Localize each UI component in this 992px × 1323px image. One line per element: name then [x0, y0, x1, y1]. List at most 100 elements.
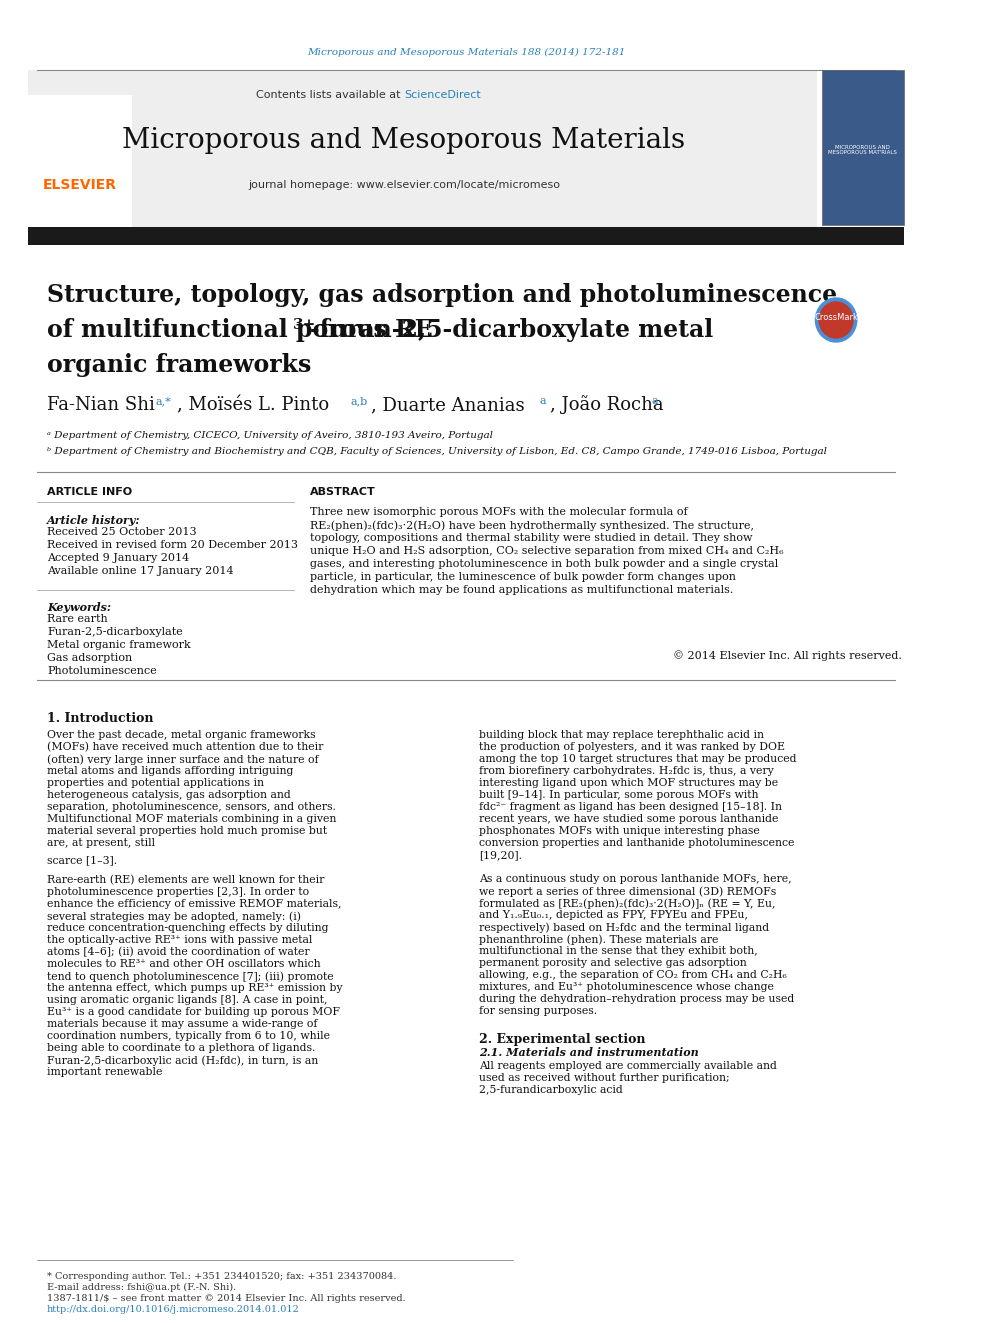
Text: Microporous and Mesoporous Materials 188 (2014) 172-181: Microporous and Mesoporous Materials 188… [307, 48, 625, 57]
Text: 3+: 3+ [293, 318, 316, 332]
Text: built [9–14]. In particular, some porous MOFs with: built [9–14]. In particular, some porous… [479, 790, 759, 800]
Text: ᵇ Department of Chemistry and Biochemistry and CQB, Faculty of Sciences, Univers: ᵇ Department of Chemistry and Biochemist… [47, 447, 827, 456]
Text: 2.1. Materials and instrumentation: 2.1. Materials and instrumentation [479, 1046, 699, 1058]
Text: the production of polyesters, and it was ranked by DOE: the production of polyesters, and it was… [479, 742, 785, 751]
Text: ARTICLE INFO: ARTICLE INFO [47, 487, 132, 497]
Text: ABSTRACT: ABSTRACT [310, 487, 376, 497]
Text: heterogeneous catalysis, gas adsorption and: heterogeneous catalysis, gas adsorption … [47, 790, 291, 800]
Text: being able to coordinate to a plethora of ligands.: being able to coordinate to a plethora o… [47, 1043, 315, 1053]
Text: (often) very large inner surface and the nature of: (often) very large inner surface and the… [47, 754, 318, 765]
Text: the optically-active RE³⁺ ions with passive metal: the optically-active RE³⁺ ions with pass… [47, 935, 312, 945]
Text: Structure, topology, gas adsorption and photoluminescence: Structure, topology, gas adsorption and … [47, 283, 837, 307]
Text: metal atoms and ligands affording intriguing: metal atoms and ligands affording intrig… [47, 766, 294, 777]
Text: scarce [1–3].: scarce [1–3]. [47, 855, 117, 865]
FancyBboxPatch shape [28, 228, 904, 245]
Text: from biorefinery carbohydrates. H₂fdc is, thus, a very: from biorefinery carbohydrates. H₂fdc is… [479, 766, 774, 777]
Text: http://dx.doi.org/10.1016/j.micromeso.2014.01.012: http://dx.doi.org/10.1016/j.micromeso.20… [47, 1304, 300, 1314]
Text: Metal organic framework: Metal organic framework [47, 640, 190, 650]
Text: are, at present, still: are, at present, still [47, 837, 155, 848]
Text: Photoluminescence: Photoluminescence [47, 665, 157, 676]
Text: Received in revised form 20 December 2013: Received in revised form 20 December 201… [47, 540, 298, 550]
Text: E-mail address: fshi@ua.pt (F.-N. Shi).: E-mail address: fshi@ua.pt (F.-N. Shi). [47, 1283, 236, 1293]
FancyBboxPatch shape [822, 70, 904, 225]
Text: Microporous and Mesoporous Materials: Microporous and Mesoporous Materials [122, 127, 685, 153]
Text: [19,20].: [19,20]. [479, 849, 522, 860]
Text: a: a [540, 396, 546, 406]
Text: material several properties hold much promise but: material several properties hold much pr… [47, 826, 327, 836]
Circle shape [815, 298, 857, 343]
Text: molecules to RE³⁺ and other OH oscillators which: molecules to RE³⁺ and other OH oscillato… [47, 959, 320, 968]
Text: ᵃ Department of Chemistry, CICECO, University of Aveiro, 3810-193 Aveiro, Portug: ᵃ Department of Chemistry, CICECO, Unive… [47, 430, 493, 439]
Text: a,*: a,* [155, 396, 171, 406]
Text: fdc²⁻ fragment as ligand has been designed [15–18]. In: fdc²⁻ fragment as ligand has been design… [479, 802, 782, 812]
Text: Received 25 October 2013: Received 25 October 2013 [47, 527, 196, 537]
Text: phosphonates MOFs with unique interesting phase: phosphonates MOFs with unique interestin… [479, 826, 760, 836]
Text: properties and potential applications in: properties and potential applications in [47, 778, 264, 789]
Text: during the dehydration–rehydration process may be used: during the dehydration–rehydration proce… [479, 994, 795, 1004]
Text: , João Rocha: , João Rocha [550, 396, 669, 414]
Text: Rare-earth (RE) elements are well known for their: Rare-earth (RE) elements are well known … [47, 875, 324, 885]
Text: phenanthroline (phen). These materials are: phenanthroline (phen). These materials a… [479, 934, 718, 945]
Text: Over the past decade, metal organic frameworks: Over the past decade, metal organic fram… [47, 730, 315, 740]
Text: building block that may replace terephthalic acid in: building block that may replace terephth… [479, 730, 764, 740]
Text: Multifunctional MOF materials combining in a given: Multifunctional MOF materials combining … [47, 814, 336, 824]
Text: photoluminescence properties [2,3]. In order to: photoluminescence properties [2,3]. In o… [47, 886, 310, 897]
Text: 1. Introduction: 1. Introduction [47, 712, 154, 725]
Text: Fa-Nian Shi: Fa-Nian Shi [47, 396, 161, 414]
Text: Eu³⁺ is a good candidate for building up porous MOF: Eu³⁺ is a good candidate for building up… [47, 1007, 340, 1017]
Text: Furan-2,5-dicarboxylic acid (H₂fdc), in turn, is an: Furan-2,5-dicarboxylic acid (H₂fdc), in … [47, 1054, 318, 1065]
Text: respectively) based on H₂fdc and the terminal ligand: respectively) based on H₂fdc and the ter… [479, 922, 769, 933]
Text: recent years, we have studied some porous lanthanide: recent years, we have studied some porou… [479, 814, 779, 824]
Text: we report a series of three dimensional (3D) REMOFs: we report a series of three dimensional … [479, 886, 777, 897]
Text: MICROPOROUS AND
MESOPOROUS MAT'RIALS: MICROPOROUS AND MESOPOROUS MAT'RIALS [828, 144, 897, 155]
Text: using aromatic organic ligands [8]. A case in point,: using aromatic organic ligands [8]. A ca… [47, 995, 327, 1005]
Text: Accepted 9 January 2014: Accepted 9 January 2014 [47, 553, 189, 564]
Text: Keywords:: Keywords: [47, 602, 111, 613]
Text: All reagents employed are commercially available and: All reagents employed are commercially a… [479, 1061, 777, 1072]
Text: conversion properties and lanthanide photoluminescence: conversion properties and lanthanide pho… [479, 837, 795, 848]
Text: coordination numbers, typically from 6 to 10, while: coordination numbers, typically from 6 t… [47, 1031, 330, 1041]
Text: CrossMark: CrossMark [814, 314, 858, 323]
Text: organic frameworks: organic frameworks [47, 353, 311, 377]
Text: the antenna effect, which pumps up RE³⁺ emission by: the antenna effect, which pumps up RE³⁺ … [47, 983, 342, 994]
Text: a,b: a,b [350, 396, 368, 406]
Text: * Corresponding author. Tel.: +351 234401520; fax: +351 234370084.: * Corresponding author. Tel.: +351 23440… [47, 1271, 397, 1281]
Text: formulated as [RE₂(phen)₂(fdc)₃·2(H₂O)]ₙ (RE = Y, Eu,: formulated as [RE₂(phen)₂(fdc)₃·2(H₂O)]ₙ… [479, 898, 776, 909]
Text: unique H₂O and H₂S adsorption, CO₂ selective separation from mixed CH₄ and C₂H₆: unique H₂O and H₂S adsorption, CO₂ selec… [310, 546, 784, 556]
Text: Contents lists available at: Contents lists available at [256, 90, 404, 101]
Text: permanent porosity and selective gas adsorption: permanent porosity and selective gas ads… [479, 958, 747, 968]
Text: enhance the efficiency of emissive REMOF materials,: enhance the efficiency of emissive REMOF… [47, 900, 341, 909]
Text: 2,5-furandicarboxylic acid: 2,5-furandicarboxylic acid [479, 1085, 623, 1095]
Text: materials because it may assume a wide-range of: materials because it may assume a wide-r… [47, 1019, 317, 1029]
Text: several strategies may be adopted, namely: (i): several strategies may be adopted, namel… [47, 912, 301, 922]
Text: ELSEVIER: ELSEVIER [43, 179, 117, 192]
Text: , Moïsés L. Pinto: , Moïsés L. Pinto [177, 396, 334, 414]
Text: journal homepage: www.elsevier.com/locate/micromeso: journal homepage: www.elsevier.com/locat… [248, 180, 559, 191]
Text: tend to quench photoluminescence [7]; (iii) promote: tend to quench photoluminescence [7]; (i… [47, 971, 333, 982]
Text: , Duarte Ananias: , Duarte Ananias [371, 396, 531, 414]
Text: and Y₁.₉Eu₀.₁, depicted as FPY, FPYEu and FPEu,: and Y₁.₉Eu₀.₁, depicted as FPY, FPYEu an… [479, 910, 748, 919]
Text: among the top 10 target structures that may be produced: among the top 10 target structures that … [479, 754, 797, 763]
Text: topology, compositions and thermal stability were studied in detail. They show: topology, compositions and thermal stabi… [310, 533, 753, 542]
Text: Rare earth: Rare earth [47, 614, 108, 624]
Text: interesting ligand upon which MOF structures may be: interesting ligand upon which MOF struct… [479, 778, 779, 789]
Text: allowing, e.g., the separation of CO₂ from CH₄ and C₂H₆: allowing, e.g., the separation of CO₂ fr… [479, 970, 787, 980]
Text: Gas adsorption: Gas adsorption [47, 654, 132, 663]
Text: particle, in particular, the luminescence of bulk powder form changes upon: particle, in particular, the luminescenc… [310, 572, 736, 582]
Text: important renewable: important renewable [47, 1068, 163, 1077]
Text: atoms [4–6]; (ii) avoid the coordination of water: atoms [4–6]; (ii) avoid the coordination… [47, 947, 310, 958]
Text: Furan-2,5-dicarboxylate: Furan-2,5-dicarboxylate [47, 627, 183, 636]
Text: 2. Experimental section: 2. Experimental section [479, 1033, 646, 1046]
Text: (MOFs) have received much attention due to their: (MOFs) have received much attention due … [47, 742, 323, 753]
Text: multifunctional in the sense that they exhibit both,: multifunctional in the sense that they e… [479, 946, 758, 957]
FancyBboxPatch shape [28, 95, 132, 239]
Text: a: a [652, 396, 659, 406]
Text: 1387-1811/$ – see front matter © 2014 Elsevier Inc. All rights reserved.: 1387-1811/$ – see front matter © 2014 El… [47, 1294, 406, 1303]
Text: gases, and interesting photoluminescence in both bulk powder and a single crysta: gases, and interesting photoluminescence… [310, 560, 779, 569]
Text: -furan-2,5-dicarboxylate metal: -furan-2,5-dicarboxylate metal [310, 318, 713, 343]
Text: dehydration which may be found applications as multifunctional materials.: dehydration which may be found applicati… [310, 585, 733, 595]
Text: mixtures, and Eu³⁺ photoluminescence whose change: mixtures, and Eu³⁺ photoluminescence who… [479, 982, 774, 992]
Text: for sensing purposes.: for sensing purposes. [479, 1005, 597, 1016]
Text: ScienceDirect: ScienceDirect [404, 90, 481, 101]
Text: RE₂(phen)₂(fdc)₃·2(H₂O) have been hydrothermally synthesized. The structure,: RE₂(phen)₂(fdc)₃·2(H₂O) have been hydrot… [310, 520, 754, 531]
